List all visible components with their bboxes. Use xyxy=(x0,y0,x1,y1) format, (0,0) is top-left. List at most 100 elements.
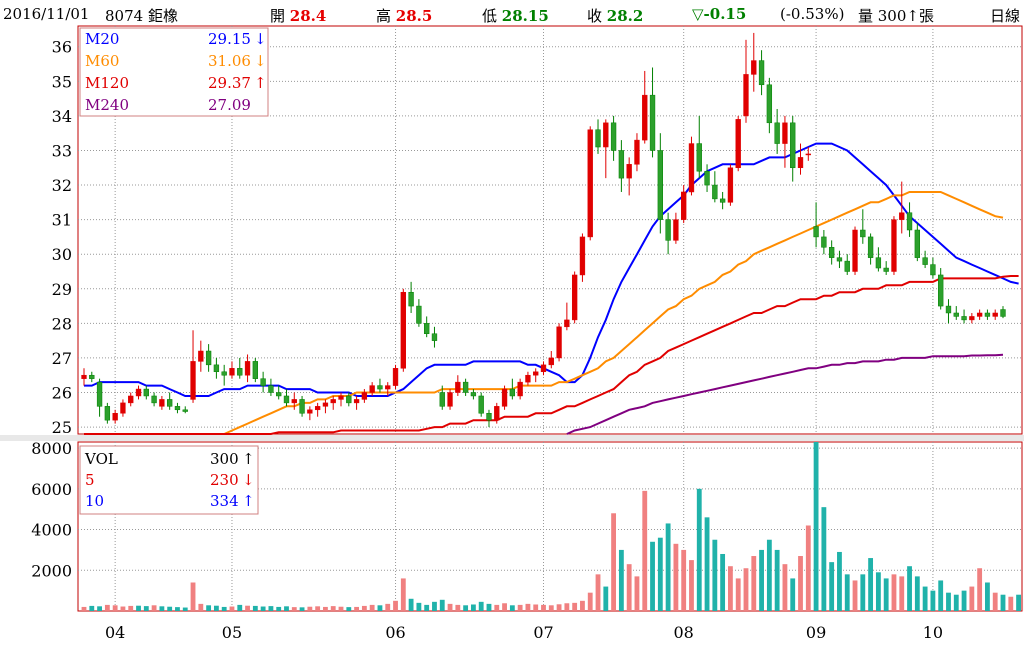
volume-bar xyxy=(985,582,990,611)
candle xyxy=(353,395,360,410)
volume-bar xyxy=(517,604,523,611)
volume-bar xyxy=(299,607,305,611)
candle xyxy=(377,378,383,393)
candle xyxy=(455,375,461,396)
candle-body xyxy=(112,413,118,421)
volume-bar xyxy=(245,605,250,611)
volume-bar xyxy=(883,578,889,611)
volume-bar xyxy=(377,605,383,611)
volume-bar xyxy=(805,525,811,611)
price-tick-label: 32 xyxy=(52,176,72,195)
volume-bar xyxy=(89,605,95,611)
candle-body xyxy=(151,395,157,404)
candle xyxy=(571,271,578,324)
candle-body xyxy=(307,409,313,414)
candle-body xyxy=(205,350,212,366)
volume-bar xyxy=(813,442,819,611)
candle xyxy=(844,254,850,275)
candle xyxy=(167,392,173,410)
candle-body xyxy=(96,381,103,407)
candle-body xyxy=(260,378,266,386)
candle xyxy=(89,371,95,383)
volume-bar xyxy=(136,605,141,611)
candle xyxy=(361,389,368,403)
candle-body xyxy=(696,143,702,172)
legend-m120-arrow: ↑ xyxy=(254,74,267,92)
candle-body xyxy=(571,274,578,321)
candle-body xyxy=(1000,309,1006,317)
volume-bar xyxy=(844,574,850,611)
candle-body xyxy=(883,267,889,272)
candle-body xyxy=(237,368,243,376)
volume-bar xyxy=(759,549,764,611)
candle xyxy=(525,371,531,386)
volume-bar xyxy=(899,576,905,611)
volume-bar xyxy=(509,605,515,611)
legend-m120-value: 29.37 xyxy=(208,74,251,92)
legend-vol10-arrow: ↑ xyxy=(242,492,255,510)
candle xyxy=(860,209,866,244)
candle-body xyxy=(844,260,850,272)
volume-bar xyxy=(385,603,391,611)
candle-body xyxy=(860,229,866,238)
volume-bar xyxy=(502,603,507,611)
candle-body xyxy=(462,381,469,393)
candle xyxy=(984,309,991,320)
volume-bar xyxy=(470,604,476,611)
legend-vol-name: VOL xyxy=(84,450,118,468)
volume-bar xyxy=(167,606,173,611)
candle-body xyxy=(369,385,375,393)
ma-line-m60 xyxy=(223,191,1004,435)
volume-bar xyxy=(206,605,212,611)
candle-body xyxy=(992,312,998,317)
price-tick-label: 34 xyxy=(52,107,72,126)
ma-line-m20 xyxy=(84,142,1019,397)
volume-bar xyxy=(587,592,593,611)
candle-body xyxy=(743,74,749,117)
volume-bar xyxy=(533,604,539,611)
volume-bar xyxy=(712,539,718,611)
candle xyxy=(501,385,508,410)
candle-body xyxy=(276,392,282,397)
legend-m60-value: 31.06 xyxy=(208,52,251,70)
candle-body xyxy=(494,406,500,421)
volume-bar xyxy=(400,578,406,611)
price-legend-box xyxy=(79,27,269,117)
price-tick-label: 29 xyxy=(52,280,72,299)
legend-m60-name: M60 xyxy=(85,52,119,70)
volume-bar xyxy=(953,594,959,611)
volume-readout: 量 300↑張 xyxy=(858,7,934,25)
candle xyxy=(719,191,726,210)
candle xyxy=(603,119,609,179)
candle-body xyxy=(953,312,959,317)
volume-bar xyxy=(696,488,702,611)
volume-bar xyxy=(618,549,624,611)
candle xyxy=(712,171,718,203)
volume-bar xyxy=(128,605,134,611)
candle-body xyxy=(392,368,399,386)
legend-vol-arrow: ↑ xyxy=(242,450,255,468)
candle xyxy=(642,70,648,144)
candle-body xyxy=(361,392,368,400)
month-tick-label: 10 xyxy=(923,623,943,642)
volume-bar xyxy=(891,574,897,611)
volume-y-axis: 2000 4000 6000 8000 xyxy=(31,439,72,580)
legend-m60-arrow: ↓ xyxy=(254,52,267,70)
volume-bar xyxy=(720,553,726,611)
volume-bar xyxy=(408,598,414,611)
candle-body xyxy=(976,312,983,317)
candle-body xyxy=(478,395,484,414)
candle-body xyxy=(719,198,726,203)
volume-bar xyxy=(346,607,352,611)
candle-body xyxy=(828,247,835,258)
candle xyxy=(953,306,959,320)
price-tick-label: 35 xyxy=(52,72,72,91)
volume-bar xyxy=(120,606,126,611)
candle-body xyxy=(182,409,188,412)
candle xyxy=(112,409,118,424)
candle-body xyxy=(470,392,477,397)
candle xyxy=(805,147,811,161)
candle xyxy=(128,392,134,407)
volume-bar xyxy=(938,580,944,611)
